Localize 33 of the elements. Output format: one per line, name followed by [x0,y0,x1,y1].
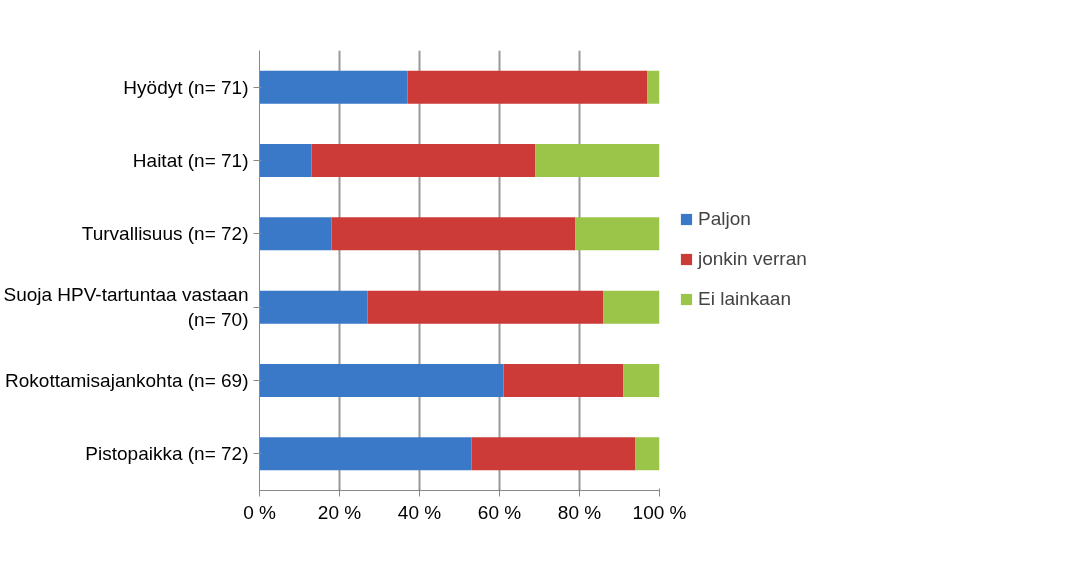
bar [535,144,660,177]
bar [259,70,408,104]
x-tick-label: 0 % [243,501,276,523]
bar [471,437,636,471]
y-tick-label: Suoja HPV-tartuntaa vastaan (n= 70) [3,284,249,331]
bar [503,364,624,397]
bar [367,290,604,324]
x-tick-label: 20 % [317,501,362,523]
y-tick-label: Haitat (n= 71) [132,150,249,171]
bar [407,70,648,104]
y-tick-label: Pistopaikka (n= 72) [85,443,249,465]
bar [259,217,332,251]
legend-label: jonkin verran [698,248,807,270]
y-tick-label: Rokottamisajankohta (n= 69) [5,370,249,391]
bar [259,437,472,471]
bar [623,364,660,397]
y-tick-label: Turvallisuus (n= 72) [81,223,249,245]
legend-label: Ei lainkaan [698,288,791,310]
bar [259,290,368,324]
legend-label: Paljon [698,208,751,230]
bar [331,217,576,251]
bar [311,144,536,177]
x-tick-label: 100 % [632,501,687,523]
bar [635,437,660,471]
bar [259,364,504,397]
bar [259,144,312,177]
x-tick-label: 40 % [397,501,442,523]
bar [575,217,660,251]
bar [647,70,660,104]
x-tick-label: 60 % [477,501,522,523]
x-tick-label: 80 % [557,501,602,523]
y-tick-label: Hyödyt (n= 71) [123,76,249,98]
bar [603,290,660,324]
